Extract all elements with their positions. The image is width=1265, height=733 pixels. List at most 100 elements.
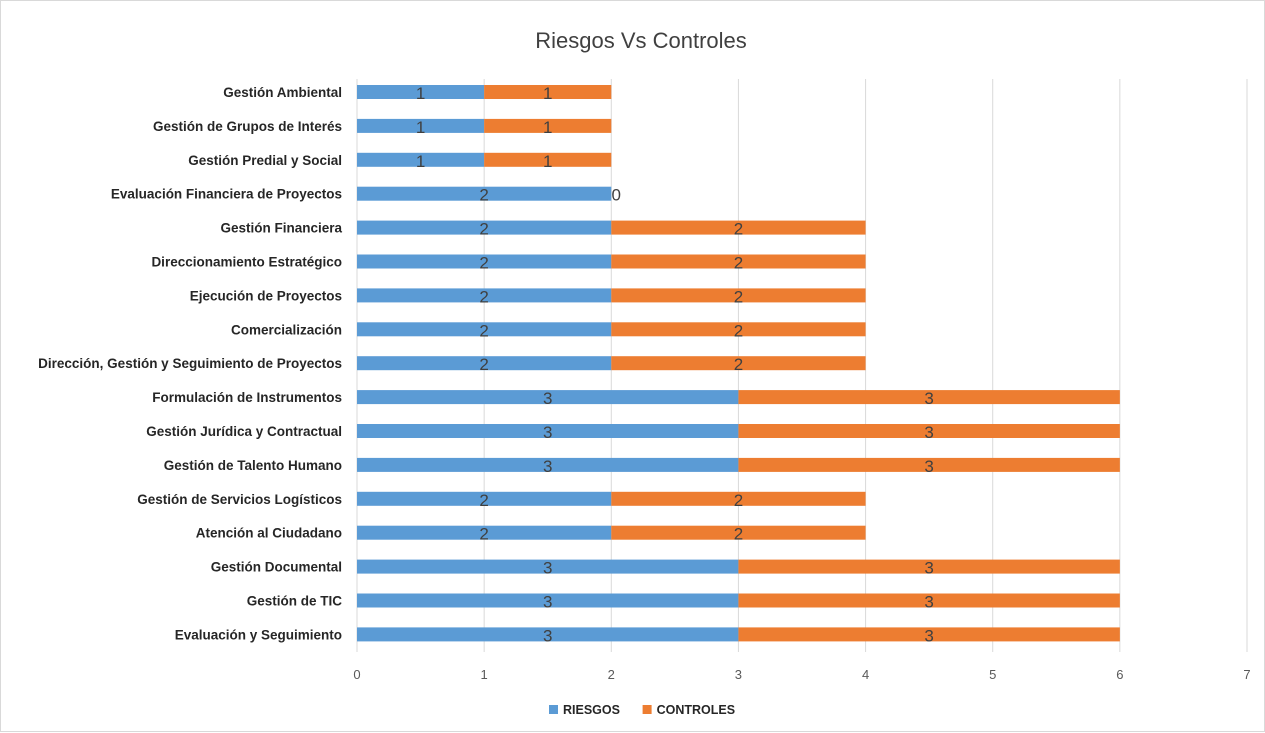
- riesgos-bar: [357, 424, 739, 438]
- riesgos-bar: [357, 152, 485, 167]
- category-label: Evaluación Financiera de Proyectos: [111, 187, 342, 202]
- category-label: Direccionamiento Estratégico: [151, 255, 342, 270]
- data-label: 1: [416, 84, 425, 103]
- riesgos-bar: [357, 254, 612, 269]
- x-tick-label: 7: [1243, 667, 1250, 682]
- riesgos-bar: [357, 627, 739, 642]
- legend: RIESGOS CONTROLES: [549, 703, 735, 717]
- riesgos-bar: [357, 390, 739, 405]
- data-label: 3: [924, 593, 933, 612]
- x-tick-label: 2: [608, 667, 615, 682]
- data-label: 1: [416, 118, 425, 137]
- chart-title: Riesgos Vs Controles: [535, 28, 747, 53]
- data-label: 3: [543, 593, 552, 612]
- controles-bar: [611, 491, 866, 506]
- riesgos-bar: [357, 322, 612, 337]
- category-label: Ejecución de Proyectos: [190, 288, 342, 303]
- category-label: Gestión de TIC: [247, 594, 343, 609]
- controles-bar: [611, 254, 866, 269]
- riesgos-bar: [357, 186, 612, 201]
- category-label: Gestión Jurídica y Contractual: [146, 424, 342, 439]
- data-label: 2: [734, 355, 743, 374]
- data-label: 1: [543, 118, 552, 137]
- data-label: 1: [416, 152, 425, 171]
- controles-bar: [484, 152, 612, 167]
- category-label: Gestión Financiera: [220, 221, 342, 236]
- controles-bar: [611, 322, 866, 337]
- labels: 0 1 2 3 4 5 6 7 Gestión Ambiental 1 1 Gestión de Gr…: [38, 84, 1250, 682]
- controles-bar: [738, 559, 1120, 574]
- controles-bar: [484, 85, 612, 99]
- riesgos-bar: [357, 85, 485, 99]
- controles-bar: [611, 356, 866, 371]
- category-label: Gestión Ambiental: [223, 85, 342, 100]
- x-tick-label: 0: [353, 667, 360, 682]
- data-label: 2: [479, 491, 488, 510]
- data-label: 2: [479, 220, 488, 239]
- data-label: 2: [734, 220, 743, 239]
- data-label: 3: [924, 457, 933, 476]
- data-label: 0: [612, 186, 621, 205]
- controles-bar: [611, 288, 866, 303]
- data-label: 2: [479, 186, 488, 205]
- category-label: Evaluación y Seguimiento: [175, 627, 342, 642]
- data-label: 3: [543, 626, 552, 645]
- category-label: Atención al Ciudadano: [196, 526, 342, 541]
- riesgos-bar: [357, 220, 612, 235]
- data-label: 2: [734, 321, 743, 340]
- data-label: 3: [924, 423, 933, 442]
- data-label: 3: [543, 389, 552, 408]
- x-tick-label: 3: [735, 667, 742, 682]
- data-label: 3: [543, 457, 552, 476]
- riesgos-bar: [357, 491, 612, 506]
- legend-label: RIESGOS: [563, 703, 620, 717]
- data-label: 3: [924, 389, 933, 408]
- controles-bar: [611, 220, 866, 235]
- bars: [357, 85, 1120, 642]
- data-label: 3: [924, 559, 933, 578]
- category-label: Dirección, Gestión y Seguimiento de Proy…: [38, 356, 342, 371]
- riesgos-bar: [357, 457, 739, 472]
- controles-bar: [484, 118, 612, 133]
- category-label: Gestión Predial y Social: [188, 153, 342, 168]
- data-label: 3: [543, 423, 552, 442]
- legend-label: CONTROLES: [657, 703, 735, 717]
- data-label: 2: [734, 287, 743, 306]
- data-label: 3: [543, 559, 552, 578]
- data-label: 2: [479, 525, 488, 544]
- riesgos-bar: [357, 525, 612, 540]
- x-tick-label: 1: [481, 667, 488, 682]
- data-label: 2: [734, 525, 743, 544]
- category-label: Gestión de Servicios Logísticos: [137, 492, 342, 507]
- data-label: 1: [543, 84, 552, 103]
- x-tick-label: 5: [989, 667, 996, 682]
- data-label: 2: [479, 254, 488, 273]
- data-label: 2: [479, 321, 488, 340]
- data-label: 2: [479, 355, 488, 374]
- data-label: 2: [734, 491, 743, 510]
- data-label: 1: [543, 152, 552, 171]
- controles-bar: [738, 390, 1120, 405]
- riesgos-bar: [357, 559, 739, 574]
- riesgos-bar: [357, 118, 485, 133]
- controles-bar: [738, 457, 1120, 472]
- controles-bar: [611, 525, 866, 540]
- controles-bar: [738, 424, 1120, 438]
- category-label: Gestión de Talento Humano: [164, 458, 342, 473]
- data-label: 2: [734, 254, 743, 273]
- category-label: Gestión de Grupos de Interés: [153, 119, 342, 134]
- data-label: 2: [479, 287, 488, 306]
- legend-swatch: [549, 705, 558, 714]
- category-label: Formulación de Instrumentos: [152, 390, 342, 405]
- category-label: Comercialización: [231, 322, 342, 337]
- x-tick-label: 4: [862, 667, 869, 682]
- controles-bar: [738, 593, 1120, 608]
- riesgos-bar: [357, 593, 739, 608]
- category-label: Gestión Documental: [211, 560, 342, 575]
- riesgos-bar: [357, 288, 612, 303]
- legend-swatch: [642, 705, 652, 714]
- controles-bar: [738, 627, 1120, 642]
- x-tick-label: 6: [1116, 667, 1123, 682]
